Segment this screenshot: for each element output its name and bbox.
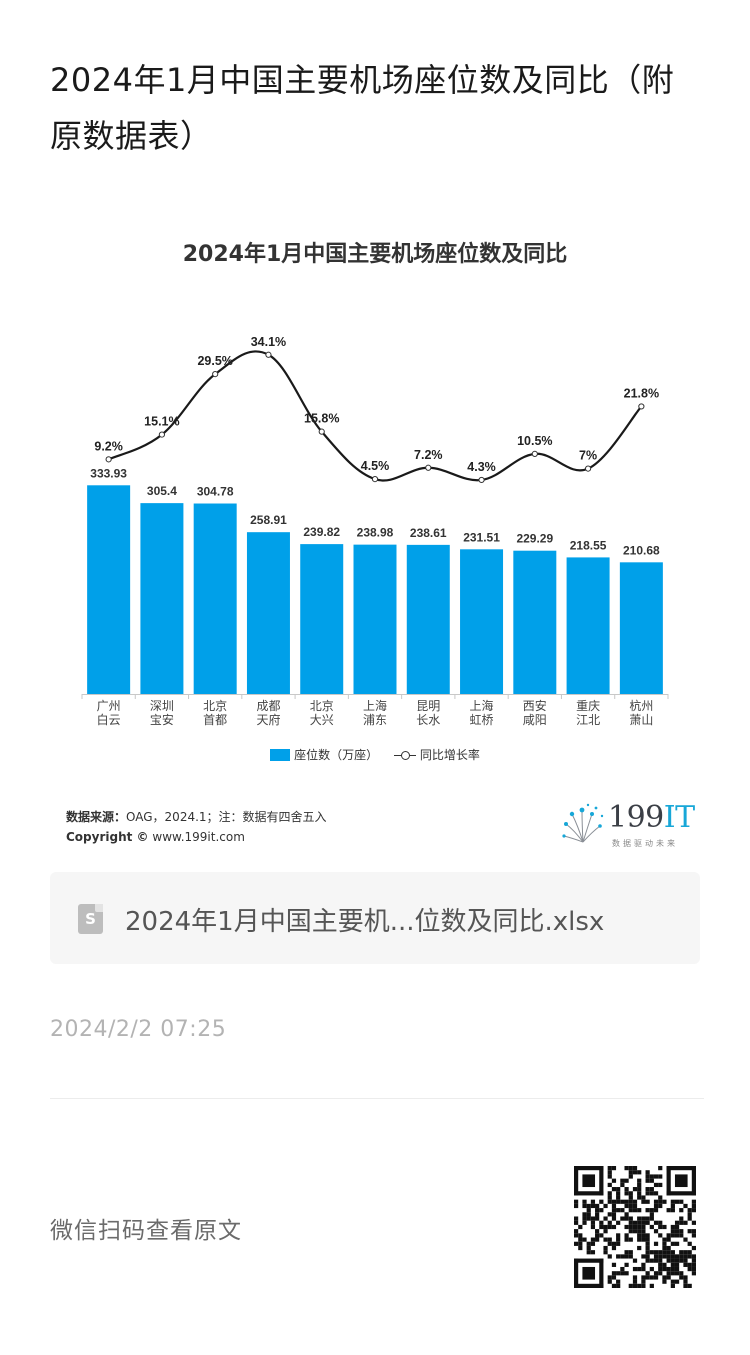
chart-legend: 座位数（万座） 同比增长率 bbox=[0, 746, 750, 764]
legend-item-growth: 同比增长率 bbox=[393, 746, 480, 763]
growth-label-0: 9.2% bbox=[94, 439, 123, 453]
logo-tagline: 数据驱动未来 bbox=[612, 839, 678, 848]
category-label-0-1: 白云 bbox=[97, 712, 121, 727]
legend-line-marker-icon bbox=[393, 749, 416, 761]
bar-label-7: 231.51 bbox=[463, 530, 500, 544]
growth-label-8: 10.5% bbox=[517, 434, 552, 448]
chart-plot: 333.93 305.4 304.78 258.91 239.82 238.98 238.6… bbox=[81, 335, 669, 727]
logo-main-text: 199 bbox=[608, 800, 664, 835]
category-label-5-0: 上海 bbox=[363, 698, 387, 713]
category-label-0-0: 广州 bbox=[97, 699, 121, 713]
growth-label-4: 15.8% bbox=[304, 412, 339, 426]
bar-label-1: 305.4 bbox=[147, 484, 177, 498]
growth-point-9 bbox=[584, 465, 592, 472]
growth-label-6: 7.2% bbox=[414, 448, 443, 462]
qr-finder-0 bbox=[574, 1166, 604, 1171]
divider bbox=[50, 1098, 704, 1099]
source-label: 数据来源： bbox=[66, 810, 127, 824]
bar-label-10: 210.68 bbox=[623, 543, 660, 557]
legend-label-growth: 同比增长率 bbox=[419, 748, 480, 762]
category-label-10-0: 杭州 bbox=[629, 698, 653, 713]
category-label-1-0: 深圳 bbox=[150, 699, 174, 713]
category-label-6-0: 昆明 bbox=[416, 699, 440, 713]
growth-point-6 bbox=[425, 464, 432, 471]
bar-label-0: 333.93 bbox=[90, 466, 127, 480]
bar-6 bbox=[406, 544, 450, 694]
logo-wordmark: 199IT bbox=[608, 800, 695, 835]
category-label-6-1: 长水 bbox=[416, 713, 440, 727]
bar-0 bbox=[87, 485, 131, 694]
growth-point-10 bbox=[638, 403, 645, 410]
growth-label-3: 34.1% bbox=[251, 335, 286, 349]
growth-point-0 bbox=[105, 456, 112, 463]
growth-point-8 bbox=[531, 450, 538, 457]
qr-code-icon[interactable] bbox=[574, 1166, 696, 1288]
growth-label-10: 21.8% bbox=[624, 386, 659, 400]
attachment-card[interactable]: S 2024年1月中国主要机...位数及同比.xlsx bbox=[50, 872, 700, 964]
category-label-4-0: 北京 bbox=[310, 699, 334, 713]
bar-1 bbox=[140, 503, 184, 694]
growth-point-5 bbox=[371, 476, 379, 483]
bar-5 bbox=[353, 544, 397, 694]
category-label-9-1: 江北 bbox=[576, 713, 600, 727]
chart-image: 2024年1月中国主要机场座位数及同比 333.93 305.4 304.78 258… bbox=[0, 222, 750, 852]
growth-label-9: 7% bbox=[579, 449, 597, 463]
legend-item-seats: 座位数（万座） bbox=[270, 746, 378, 763]
publish-timestamp: 2024/2/2 07:25 bbox=[50, 1017, 227, 1042]
growth-label-7: 4.3% bbox=[467, 460, 496, 474]
growth-point-4 bbox=[318, 428, 325, 435]
category-label-7-0: 上海 bbox=[470, 698, 494, 713]
growth-point-7 bbox=[478, 476, 485, 484]
category-label-4-1: 大兴 bbox=[310, 713, 334, 727]
category-label-9-0: 重庆 bbox=[576, 699, 600, 713]
spreadsheet-file-icon: S bbox=[78, 904, 103, 934]
bar-label-3: 258.91 bbox=[250, 513, 287, 527]
source-text: OAG，2024.1；注：数据有四舍五入 bbox=[126, 810, 327, 824]
qr-finder-1 bbox=[666, 1166, 696, 1171]
chart-source: 数据来源：OAG，2024.1；注：数据有四舍五入 Copyright © ww… bbox=[66, 807, 327, 847]
bar-8 bbox=[513, 550, 557, 694]
bar-7 bbox=[460, 549, 504, 694]
growth-label-5: 4.5% bbox=[361, 459, 390, 473]
scan-to-view-text: 微信扫码查看原文 bbox=[50, 1218, 242, 1244]
bar-label-9: 218.55 bbox=[570, 538, 607, 552]
category-label-2-1: 首都 bbox=[203, 713, 227, 727]
growth-label-1: 15.1% bbox=[144, 415, 179, 429]
bar-3 bbox=[246, 532, 290, 694]
bar-4 bbox=[300, 544, 344, 694]
bar-2 bbox=[193, 503, 237, 694]
growth-label-2: 29.5% bbox=[197, 354, 232, 368]
category-label-8-0: 西安 bbox=[523, 698, 547, 713]
bar-label-8: 229.29 bbox=[516, 532, 553, 546]
category-label-1-1: 宝安 bbox=[150, 712, 174, 727]
attachment-file-name: 2024年1月中国主要机...位数及同比.xlsx bbox=[125, 907, 605, 937]
category-label-7-1: 虹桥 bbox=[470, 713, 494, 727]
legend-bar-swatch-icon bbox=[270, 748, 291, 761]
growth-point-1 bbox=[158, 431, 166, 438]
bar-label-5: 238.98 bbox=[357, 526, 394, 540]
bar-10 bbox=[619, 562, 663, 694]
category-label-8-1: 咸阳 bbox=[523, 713, 547, 727]
category-label-3-0: 成都 bbox=[256, 699, 280, 713]
category-label-3-1: 天府 bbox=[256, 712, 280, 727]
dandelion-logo-icon bbox=[562, 803, 604, 843]
bar-9 bbox=[566, 557, 610, 694]
bar-label-4: 239.82 bbox=[303, 525, 340, 539]
growth-point-3 bbox=[265, 351, 272, 358]
legend-label-seats: 座位数（万座） bbox=[294, 748, 379, 762]
copyright-label: Copyright © bbox=[66, 830, 149, 844]
growth-point-2 bbox=[212, 371, 219, 378]
copyright-text: www.199it.com bbox=[152, 830, 245, 844]
bar-label-6: 238.61 bbox=[410, 526, 447, 540]
category-label-5-1: 浦东 bbox=[363, 713, 387, 727]
logo-accent-text: IT bbox=[663, 800, 695, 835]
article-title: 2024年1月中国主要机场座位数及同比（附原数据表） bbox=[50, 61, 675, 155]
category-label-2-0: 北京 bbox=[203, 699, 227, 713]
category-label-10-1: 萧山 bbox=[629, 713, 653, 727]
chart-title: 2024年1月中国主要机场座位数及同比 bbox=[182, 242, 568, 267]
qr-finder-2 bbox=[574, 1258, 604, 1263]
199it-logo: 199IT 数据驱动未来 bbox=[560, 800, 700, 850]
bar-label-2: 304.78 bbox=[197, 485, 234, 499]
